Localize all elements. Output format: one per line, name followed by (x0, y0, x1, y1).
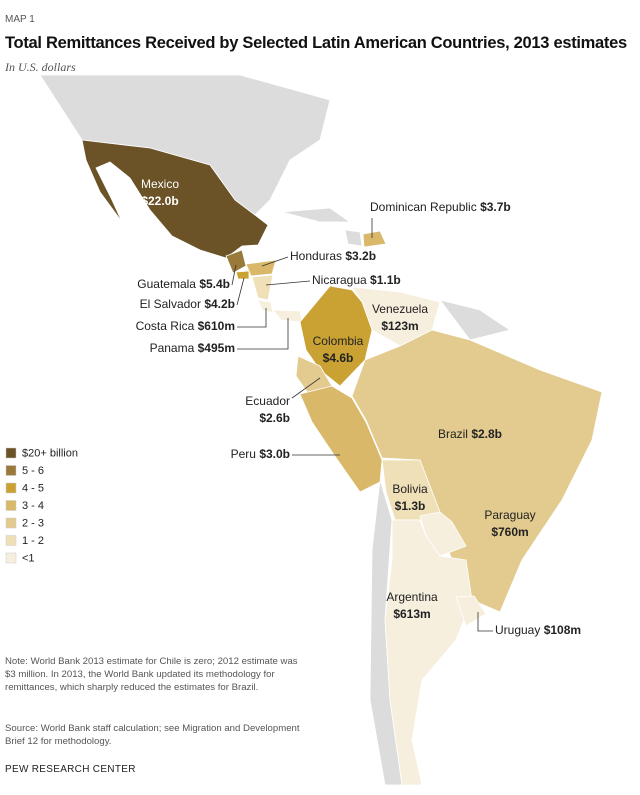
leader-line (477, 612, 493, 632)
land (344, 229, 363, 247)
legend-swatch (5, 465, 17, 476)
country-name: Ecuador (245, 394, 290, 408)
country-name: Uruguay (495, 623, 540, 637)
country-value: $5.4b (199, 277, 230, 291)
legend-swatch (5, 517, 17, 529)
country-shape (225, 249, 247, 274)
country-name: El Salvador (140, 297, 201, 311)
country-label: Costa Rica $610m (136, 319, 235, 333)
country-value: $610m (198, 319, 235, 333)
legend-label: 2 - 3 (22, 517, 44, 529)
country-name: Argentina (386, 590, 438, 604)
country-value: $613m (393, 607, 430, 621)
country-name: Peru (231, 447, 256, 461)
legend-swatch (5, 552, 17, 564)
country-value: $4.6b (323, 351, 354, 365)
country-name: Bolivia (392, 482, 428, 496)
subtitle: In U.S. dollars (5, 60, 76, 74)
country-shape (257, 299, 274, 314)
leader-line (231, 264, 237, 286)
country-name: Costa Rica (136, 319, 195, 333)
note: Note: World Bank 2013 estimate for Chile… (5, 656, 298, 693)
source: Source: World Bank staff calculation; se… (5, 723, 300, 747)
country-value: $3.2b (345, 249, 376, 263)
legend-label: 4 - 5 (22, 482, 44, 494)
country-label: Guatemala $5.4b (137, 277, 230, 291)
countries (81, 139, 603, 786)
country-value: $123m (381, 319, 418, 333)
country-shape (235, 270, 250, 280)
legend-swatch (5, 482, 17, 494)
country-shape (251, 274, 274, 301)
country-shape (455, 595, 487, 627)
country-value: $760m (491, 525, 528, 539)
legend-swatch (5, 500, 17, 511)
country-name: Nicaragua (312, 273, 367, 287)
country-value: $1.1b (370, 273, 401, 287)
leader-line (265, 280, 311, 286)
country-name: Mexico (141, 177, 179, 191)
country-value: $3.0b (259, 447, 290, 461)
leader-line (291, 377, 321, 399)
country-label: Panama $495m (150, 341, 235, 355)
country-shape (384, 519, 473, 786)
country-label: Honduras $3.2b (290, 249, 376, 263)
country-value: $2.8b (471, 427, 502, 441)
country-label: Dominican Republic $3.7b (370, 200, 511, 214)
legend-label: <1 (22, 552, 35, 564)
legend-swatch (5, 447, 17, 459)
country-value: $4.2b (204, 297, 235, 311)
country-name: Paraguay (484, 508, 535, 522)
country-name: Guatemala (137, 277, 196, 291)
country-label: Peru $3.0b (231, 447, 290, 461)
country-label: Uruguay $108m (495, 623, 581, 637)
title: Total Remittances Received by Selected L… (5, 34, 627, 52)
leader-line (237, 308, 267, 328)
legend-label: 5 - 6 (22, 465, 44, 477)
country-shape (351, 329, 603, 613)
country-value: $108m (544, 623, 581, 637)
country-value: $3.7b (480, 200, 511, 214)
country-value: $1.3b (395, 499, 426, 513)
country-shape (299, 285, 373, 387)
country-shape (362, 230, 387, 248)
legend-label: 1 - 2 (22, 535, 44, 547)
land (281, 207, 352, 223)
country-name: Brazil (438, 427, 468, 441)
country-name: Dominican Republic (370, 200, 477, 214)
country-label: Brazil $2.8b (438, 427, 502, 441)
country-value: $495m (198, 341, 235, 355)
legend-label: 3 - 4 (22, 500, 44, 512)
legend-swatch (5, 535, 17, 546)
country-name: Honduras (290, 249, 342, 263)
country-shape (272, 309, 303, 323)
country-name: Colombia (313, 334, 364, 348)
country-label: El Salvador $4.2b (140, 297, 235, 311)
footer: PEW RESEARCH CENTER (5, 764, 136, 775)
kicker: MAP 1 (5, 14, 35, 25)
background-land (39, 74, 511, 786)
country-value: $2.6b (259, 411, 290, 425)
country-name: Venezuela (372, 302, 428, 316)
labels: Mexico $22.0b Dominican Republic $3.7b Hond… (5, 177, 581, 637)
leader-line (237, 318, 289, 350)
leader-line (236, 277, 245, 306)
country-value: $22.0b (141, 194, 178, 208)
country-shape (81, 139, 269, 259)
country-shape (299, 385, 383, 493)
country-name: Panama (150, 341, 195, 355)
legend-label: $20+ billion (22, 447, 78, 459)
leader-line (261, 256, 289, 267)
land (439, 299, 511, 341)
country-label: Nicaragua $1.1b (312, 273, 401, 287)
